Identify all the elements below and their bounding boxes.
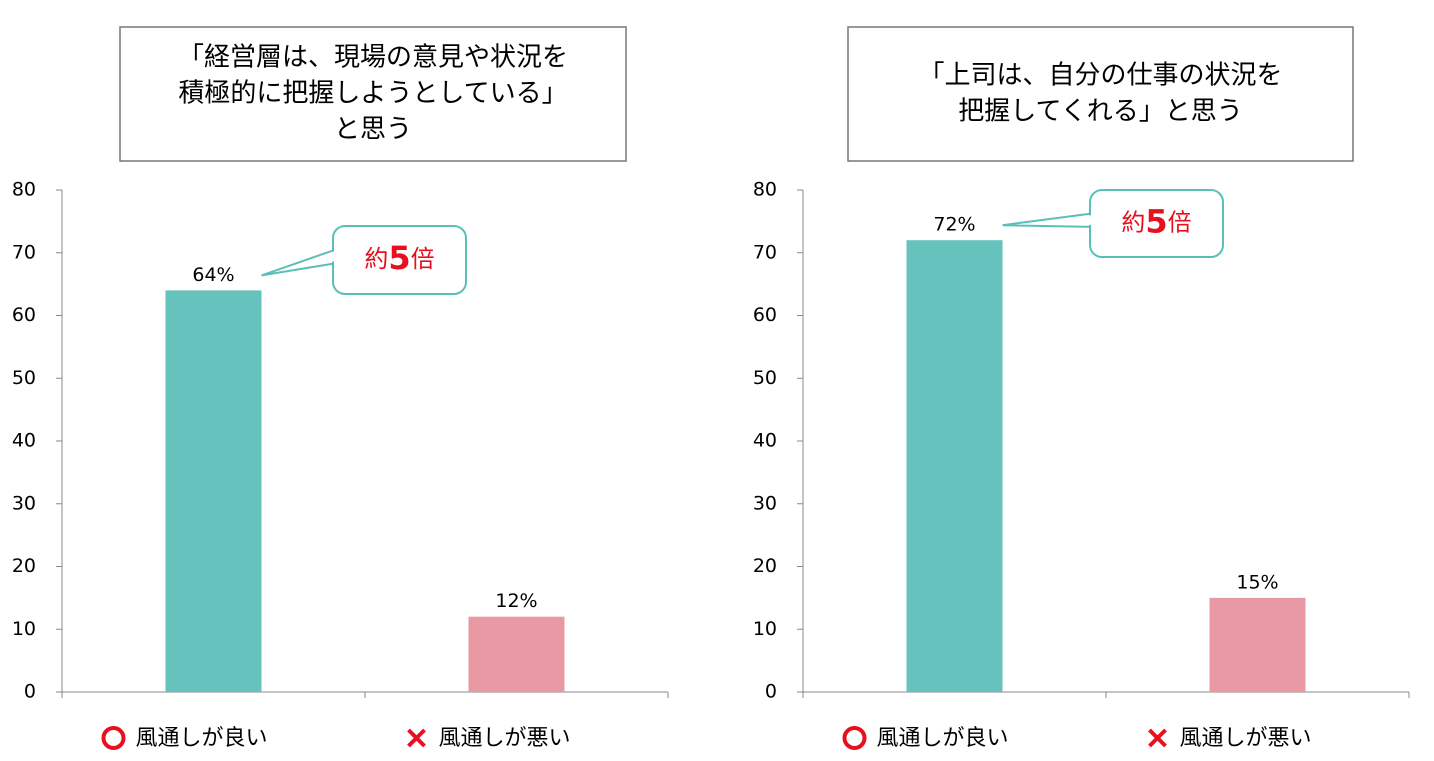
callout-cover — [332, 251, 336, 262]
y-tick-label: 50 — [12, 367, 36, 389]
good-icon — [101, 726, 126, 750]
callout-part: 5 — [388, 239, 410, 277]
chart-title: 積極的に把握しようとしている」 — [178, 79, 567, 109]
value-label: 15% — [1236, 571, 1278, 593]
chart-title: 「上司は、自分の仕事の状況を — [918, 61, 1282, 91]
category-label: 風通しが悪い — [1180, 726, 1312, 751]
category-label: 風通しが良い — [136, 726, 268, 751]
y-tick-label: 40 — [12, 430, 36, 452]
callout-text: 約5倍 — [1121, 203, 1191, 241]
good-icon — [842, 726, 867, 750]
y-tick-label: 60 — [753, 304, 777, 326]
category-label: 風通しが悪い — [439, 726, 571, 751]
bar — [468, 616, 565, 692]
callout-tail — [261, 248, 336, 277]
callout-part: 5 — [1145, 203, 1167, 241]
y-tick-label: 20 — [753, 555, 777, 577]
y-tick-label: 20 — [12, 555, 36, 577]
bar — [1209, 597, 1306, 692]
value-label: 12% — [495, 590, 537, 612]
callout-part: 倍 — [411, 245, 435, 273]
callout-tail — [1002, 212, 1093, 228]
y-tick-label: 50 — [753, 367, 777, 389]
value-label: 72% — [933, 214, 975, 236]
y-tick-label: 70 — [12, 241, 36, 263]
callout-part: 倍 — [1168, 209, 1192, 237]
callout-part: 約 — [1121, 209, 1145, 237]
chart-title: 把握してくれる」と思う — [958, 97, 1242, 127]
y-tick-label: 30 — [753, 492, 777, 514]
y-tick-label: 10 — [12, 618, 36, 640]
bad-icon — [407, 728, 426, 748]
value-label: 64% — [192, 264, 234, 286]
y-tick-label: 0 — [765, 681, 777, 703]
y-tick-label: 60 — [12, 304, 36, 326]
y-tick-label: 40 — [753, 430, 777, 452]
callout-cover — [1089, 215, 1093, 225]
y-tick-label: 30 — [12, 492, 36, 514]
bar — [165, 290, 262, 692]
callout-text: 約5倍 — [364, 239, 434, 277]
title-box — [847, 26, 1354, 162]
chart-title: 「経営層は、現場の意見や状況を — [178, 43, 568, 73]
bad-icon — [1148, 728, 1167, 748]
y-tick-label: 10 — [753, 618, 777, 640]
callout-part: 約 — [364, 245, 388, 273]
y-tick-label: 80 — [753, 179, 777, 201]
bar — [906, 240, 1003, 692]
y-tick-label: 0 — [24, 681, 36, 703]
y-tick-label: 80 — [12, 179, 36, 201]
y-tick-label: 70 — [753, 241, 777, 263]
chart-title: と思う — [334, 115, 412, 145]
category-label: 風通しが良い — [877, 726, 1009, 751]
title-box — [119, 26, 627, 162]
